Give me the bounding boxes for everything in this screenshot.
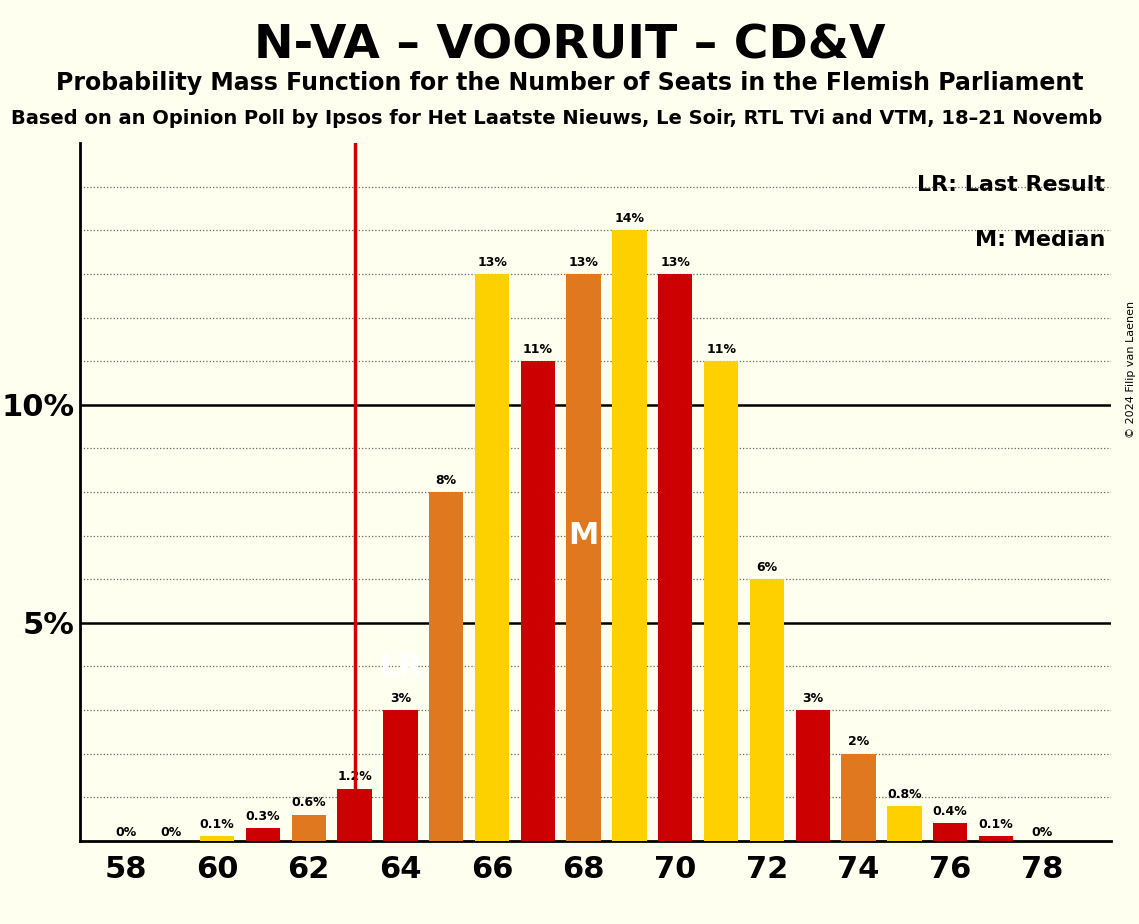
- Text: LR: Last Result: LR: Last Result: [917, 175, 1105, 195]
- Text: M: Median: M: Median: [975, 230, 1105, 250]
- Bar: [200, 836, 235, 841]
- Text: 14%: 14%: [614, 213, 645, 225]
- Bar: [383, 710, 418, 841]
- Bar: [978, 836, 1014, 841]
- Text: 0.4%: 0.4%: [933, 805, 967, 818]
- Text: © 2024 Filip van Laenen: © 2024 Filip van Laenen: [1126, 301, 1136, 438]
- Text: Based on an Opinion Poll by Ipsos for Het Laatste Nieuws, Le Soir, RTL TVi and V: Based on an Opinion Poll by Ipsos for He…: [11, 109, 1103, 128]
- Text: N-VA – VOORUIT – CD&V: N-VA – VOORUIT – CD&V: [254, 23, 885, 68]
- Bar: [566, 274, 601, 841]
- Text: 0.8%: 0.8%: [887, 788, 921, 801]
- Bar: [246, 828, 280, 841]
- Text: 13%: 13%: [568, 256, 599, 269]
- Text: 1.2%: 1.2%: [337, 771, 372, 784]
- Text: 3%: 3%: [802, 692, 823, 705]
- Text: 0%: 0%: [161, 826, 182, 839]
- Text: 0.3%: 0.3%: [246, 809, 280, 822]
- Text: 0.1%: 0.1%: [978, 819, 1014, 832]
- Text: 8%: 8%: [436, 474, 457, 487]
- Bar: [337, 788, 371, 841]
- Bar: [795, 710, 830, 841]
- Text: 0%: 0%: [1031, 826, 1052, 839]
- Text: 2%: 2%: [847, 736, 869, 748]
- Bar: [521, 361, 555, 841]
- Text: 11%: 11%: [706, 343, 736, 356]
- Bar: [429, 492, 464, 841]
- Text: Probability Mass Function for the Number of Seats in the Flemish Parliament: Probability Mass Function for the Number…: [56, 71, 1083, 95]
- Text: 6%: 6%: [756, 561, 778, 574]
- Bar: [887, 806, 921, 841]
- Text: 11%: 11%: [523, 343, 552, 356]
- Text: 13%: 13%: [477, 256, 507, 269]
- Text: 0.1%: 0.1%: [199, 819, 235, 832]
- Text: 0%: 0%: [115, 826, 137, 839]
- Text: 3%: 3%: [390, 692, 411, 705]
- Bar: [749, 579, 784, 841]
- Bar: [475, 274, 509, 841]
- Bar: [613, 230, 647, 841]
- Bar: [704, 361, 738, 841]
- Text: 13%: 13%: [661, 256, 690, 269]
- Bar: [933, 823, 967, 841]
- Bar: [658, 274, 693, 841]
- Text: LR: LR: [379, 652, 421, 681]
- Text: M: M: [568, 521, 599, 550]
- Bar: [292, 815, 326, 841]
- Text: 0.6%: 0.6%: [292, 796, 326, 809]
- Bar: [842, 754, 876, 841]
